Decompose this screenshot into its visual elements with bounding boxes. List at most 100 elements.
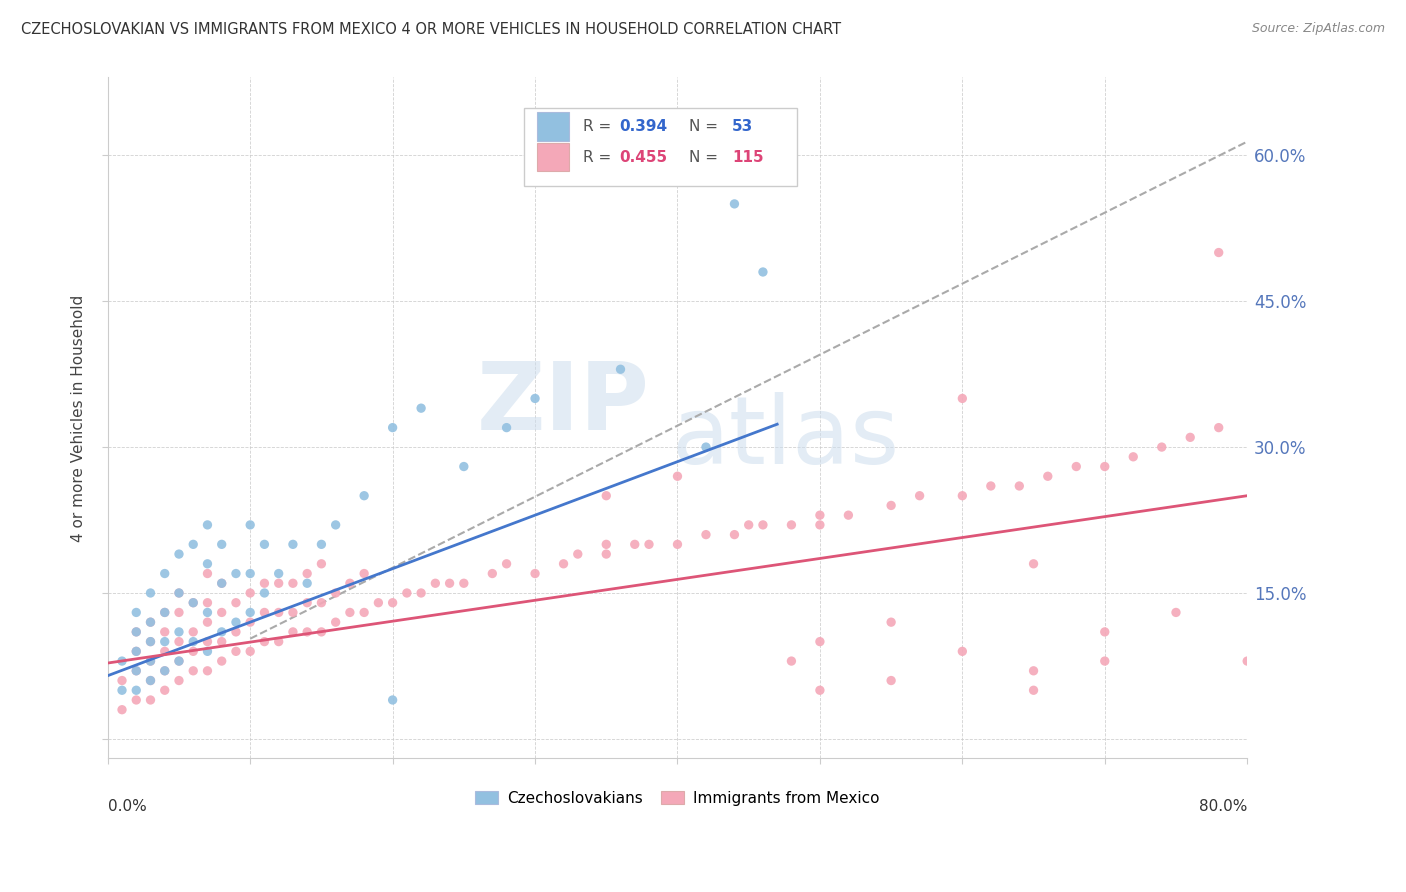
Point <box>211 634 233 648</box>
Text: 0.394: 0.394 <box>620 119 668 134</box>
Point <box>950 392 973 406</box>
Point <box>225 644 247 658</box>
Point <box>239 644 262 658</box>
Point <box>738 517 761 532</box>
Point <box>980 479 1002 493</box>
Text: 0.455: 0.455 <box>620 150 668 165</box>
Point <box>295 576 318 591</box>
Point <box>281 576 304 591</box>
Point <box>880 615 903 629</box>
Point <box>752 517 775 532</box>
Point <box>295 566 318 581</box>
Point <box>723 527 745 541</box>
Point <box>1094 459 1116 474</box>
Point <box>197 517 219 532</box>
Point <box>167 654 190 668</box>
Point <box>1008 479 1031 493</box>
Point <box>153 566 176 581</box>
Point <box>225 566 247 581</box>
Point <box>181 596 204 610</box>
Point <box>1150 440 1173 454</box>
Point <box>253 576 276 591</box>
Point <box>197 557 219 571</box>
Point <box>808 508 831 523</box>
Point <box>638 537 661 551</box>
Point <box>267 606 290 620</box>
Point <box>411 401 433 416</box>
Point <box>111 673 134 688</box>
Point <box>181 644 204 658</box>
Point <box>153 644 176 658</box>
Point <box>267 634 290 648</box>
Point <box>780 654 803 668</box>
Point <box>153 683 176 698</box>
Point <box>139 673 162 688</box>
Point <box>211 576 233 591</box>
Point <box>1094 624 1116 639</box>
Point <box>381 420 404 434</box>
Point <box>181 634 204 648</box>
Bar <box>537 112 569 141</box>
Point <box>281 624 304 639</box>
Text: N =: N = <box>689 150 723 165</box>
Point <box>167 673 190 688</box>
Point <box>167 654 190 668</box>
Point <box>139 615 162 629</box>
Bar <box>537 143 569 171</box>
Point <box>239 566 262 581</box>
Text: R =: R = <box>583 119 616 134</box>
Point <box>695 440 717 454</box>
Point <box>495 557 517 571</box>
Point <box>453 459 475 474</box>
Point <box>253 586 276 600</box>
Point <box>723 197 745 211</box>
Point <box>837 508 859 523</box>
Point <box>253 634 276 648</box>
Point <box>353 489 375 503</box>
Point <box>153 606 176 620</box>
Point <box>295 596 318 610</box>
Point <box>167 586 190 600</box>
Point <box>808 683 831 698</box>
Point <box>453 576 475 591</box>
Point <box>367 596 389 610</box>
Point <box>311 596 333 610</box>
Point <box>139 693 162 707</box>
Text: CZECHOSLOVAKIAN VS IMMIGRANTS FROM MEXICO 4 OR MORE VEHICLES IN HOUSEHOLD CORREL: CZECHOSLOVAKIAN VS IMMIGRANTS FROM MEXIC… <box>21 22 841 37</box>
Point <box>139 586 162 600</box>
Text: Source: ZipAtlas.com: Source: ZipAtlas.com <box>1251 22 1385 36</box>
Point <box>567 547 589 561</box>
Point <box>125 693 148 707</box>
Point <box>197 566 219 581</box>
Point <box>325 615 347 629</box>
Point <box>553 557 575 571</box>
Point <box>139 634 162 648</box>
Point <box>153 606 176 620</box>
Point <box>880 673 903 688</box>
Text: 53: 53 <box>733 119 754 134</box>
Point <box>181 624 204 639</box>
Point <box>395 586 418 600</box>
Point <box>808 634 831 648</box>
Text: R =: R = <box>583 150 616 165</box>
Point <box>211 654 233 668</box>
Point <box>267 566 290 581</box>
Point <box>111 683 134 698</box>
Point <box>381 596 404 610</box>
Y-axis label: 4 or more Vehicles in Household: 4 or more Vehicles in Household <box>72 294 86 541</box>
Point <box>139 673 162 688</box>
Point <box>225 615 247 629</box>
Point <box>1064 459 1087 474</box>
Point <box>524 566 547 581</box>
Point <box>595 537 617 551</box>
Point <box>1236 654 1258 668</box>
Point <box>167 634 190 648</box>
Point <box>111 703 134 717</box>
Point <box>1094 654 1116 668</box>
Point <box>609 362 631 376</box>
Point <box>381 693 404 707</box>
Point <box>439 576 461 591</box>
Text: atlas: atlas <box>672 392 900 484</box>
Point <box>1164 606 1187 620</box>
Point <box>197 634 219 648</box>
